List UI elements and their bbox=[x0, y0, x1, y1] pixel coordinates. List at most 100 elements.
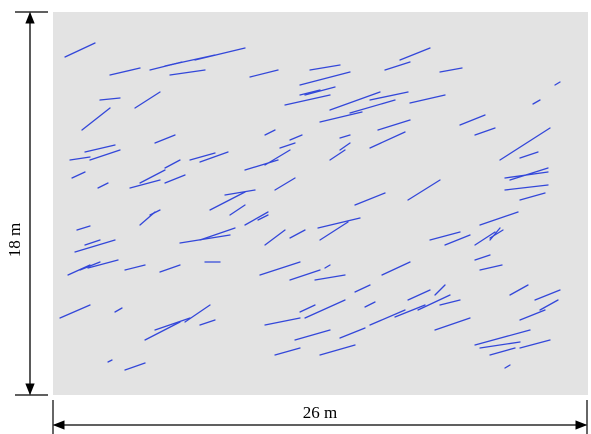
fracture-line bbox=[399, 47, 431, 61]
fracture-line bbox=[74, 239, 116, 253]
fracture-line bbox=[429, 231, 461, 241]
fracture-line bbox=[377, 119, 411, 131]
fracture-line bbox=[264, 229, 286, 246]
fracture-line bbox=[124, 264, 146, 271]
fracture-line bbox=[409, 94, 446, 104]
fracture-line bbox=[289, 269, 321, 281]
fracture-line bbox=[474, 231, 496, 246]
fracture-line bbox=[299, 304, 316, 313]
fracture-line bbox=[489, 227, 501, 241]
fracture-line bbox=[184, 304, 211, 323]
fracture-line bbox=[229, 204, 246, 216]
fracture-line bbox=[71, 171, 86, 179]
fracture-line bbox=[319, 111, 363, 123]
fracture-line bbox=[64, 42, 96, 58]
fracture-line bbox=[339, 134, 351, 139]
fracture-line bbox=[89, 149, 121, 161]
fracture-line bbox=[294, 329, 331, 341]
fracture-line bbox=[264, 149, 291, 166]
fracture-line bbox=[317, 217, 361, 229]
fracture-line bbox=[407, 179, 441, 201]
fracture-line bbox=[279, 142, 296, 149]
fracture-line bbox=[199, 151, 229, 163]
fracture-line bbox=[264, 129, 276, 136]
fracture-line bbox=[97, 182, 109, 189]
fracture-line bbox=[79, 261, 101, 271]
fracture-line bbox=[244, 159, 279, 171]
fracture-line bbox=[319, 221, 349, 241]
fracture-line bbox=[519, 192, 546, 201]
fracture-line bbox=[439, 67, 463, 73]
fracture-line bbox=[199, 319, 216, 326]
fracture-line bbox=[349, 99, 396, 114]
fracture-line bbox=[444, 234, 471, 246]
fracture-line bbox=[164, 174, 186, 184]
fracture-line bbox=[474, 329, 531, 346]
fracture-line bbox=[304, 86, 336, 96]
fracture-line bbox=[199, 227, 236, 241]
fracture-line bbox=[434, 317, 471, 331]
fracture-line bbox=[169, 69, 206, 76]
fracture-line bbox=[284, 94, 331, 106]
fracture-line bbox=[474, 127, 496, 136]
rock-domain-rectangle bbox=[53, 12, 588, 395]
fracture-line bbox=[314, 274, 346, 281]
fracture-line bbox=[474, 254, 491, 261]
fracture-line bbox=[519, 339, 551, 349]
fracture-line bbox=[479, 264, 503, 271]
fracture-line bbox=[479, 211, 519, 226]
fracture-line bbox=[394, 304, 426, 318]
fracture-line bbox=[339, 142, 351, 151]
fracture-line bbox=[304, 299, 346, 319]
fracture-line bbox=[489, 229, 504, 239]
fracture-line bbox=[244, 211, 269, 226]
fracture-line bbox=[139, 211, 156, 226]
fracture-line bbox=[479, 341, 521, 349]
fracture-line bbox=[324, 264, 331, 269]
fracture-line bbox=[76, 225, 91, 231]
fracture-line bbox=[259, 261, 301, 276]
fracture-line bbox=[189, 152, 216, 161]
fracture-line bbox=[329, 149, 346, 161]
fracture-line bbox=[289, 229, 306, 239]
fracture-line bbox=[67, 264, 91, 276]
fracture-line bbox=[519, 151, 539, 159]
width-label: 26 m bbox=[303, 403, 337, 422]
fracture-line bbox=[407, 289, 431, 301]
fracture-line bbox=[434, 284, 446, 296]
fracture-line bbox=[87, 259, 119, 269]
fracture-line bbox=[489, 347, 516, 356]
fracture-line bbox=[381, 261, 411, 276]
fracture-line bbox=[299, 71, 351, 86]
fracture-line bbox=[264, 317, 301, 326]
fracture-line bbox=[154, 134, 176, 144]
fracture-line bbox=[319, 344, 356, 356]
width-dimension: 26 m bbox=[52, 400, 588, 434]
fracture-line bbox=[257, 214, 269, 221]
fracture-line bbox=[384, 61, 411, 71]
fracture-line bbox=[369, 131, 406, 149]
fracture-line bbox=[519, 309, 546, 321]
fracture-line bbox=[84, 144, 116, 153]
fracture-line bbox=[144, 321, 181, 341]
fracture-line bbox=[354, 192, 386, 206]
fracture-line bbox=[459, 114, 486, 126]
fracture-line bbox=[504, 364, 511, 369]
fracture-line bbox=[129, 179, 161, 189]
fracture-line bbox=[124, 362, 146, 371]
fracture-line bbox=[209, 191, 246, 211]
fracture-line bbox=[139, 169, 166, 184]
fracture-line bbox=[249, 69, 279, 78]
height-dimension: 18 m bbox=[5, 11, 48, 396]
fracture-line bbox=[164, 159, 181, 169]
fracture-line bbox=[534, 289, 561, 301]
fracture-line bbox=[539, 299, 559, 311]
fracture-line bbox=[109, 67, 141, 76]
fracture-set bbox=[59, 42, 561, 371]
fracture-line bbox=[532, 99, 541, 105]
fracture-line bbox=[369, 309, 406, 326]
fracture-line bbox=[339, 327, 366, 339]
fracture-line bbox=[309, 64, 341, 71]
fracture-line bbox=[554, 81, 561, 86]
